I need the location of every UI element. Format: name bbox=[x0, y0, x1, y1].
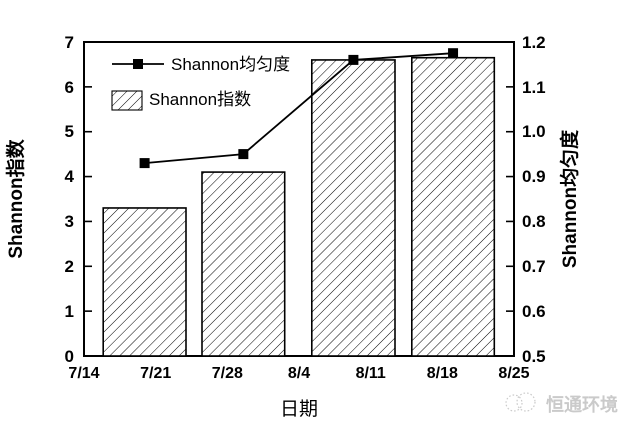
svg-text:0: 0 bbox=[65, 347, 74, 366]
svg-text:2: 2 bbox=[65, 257, 74, 276]
svg-text:7/28: 7/28 bbox=[212, 365, 243, 382]
svg-text:0.8: 0.8 bbox=[522, 212, 546, 231]
svg-text:4: 4 bbox=[65, 167, 75, 186]
svg-text:Shannon指数: Shannon指数 bbox=[4, 138, 27, 258]
svg-text:5: 5 bbox=[65, 122, 74, 141]
svg-text:0.6: 0.6 bbox=[522, 302, 546, 321]
svg-text:Shannon均匀度: Shannon均匀度 bbox=[171, 55, 290, 74]
svg-text:0.7: 0.7 bbox=[522, 257, 546, 276]
svg-text:1.1: 1.1 bbox=[522, 78, 546, 97]
svg-text:6: 6 bbox=[65, 78, 74, 97]
svg-text:7: 7 bbox=[65, 33, 74, 52]
svg-text:3: 3 bbox=[65, 212, 74, 231]
svg-text:8/18: 8/18 bbox=[427, 365, 458, 382]
svg-text:Shannon指数: Shannon指数 bbox=[149, 90, 251, 109]
svg-text:1.0: 1.0 bbox=[522, 122, 546, 141]
svg-text:0.9: 0.9 bbox=[522, 167, 546, 186]
svg-text:Shannon均匀度: Shannon均匀度 bbox=[558, 129, 581, 268]
svg-text:7/21: 7/21 bbox=[140, 365, 171, 382]
svg-text:8/11: 8/11 bbox=[356, 365, 386, 382]
svg-text:日期: 日期 bbox=[280, 398, 318, 420]
svg-text:恒通环境: 恒通环境 bbox=[546, 394, 618, 415]
svg-text:1.2: 1.2 bbox=[522, 33, 546, 52]
svg-text:8/25: 8/25 bbox=[498, 365, 529, 382]
svg-text:7/14: 7/14 bbox=[68, 365, 99, 382]
svg-text:1: 1 bbox=[65, 302, 74, 321]
svg-text:8/4: 8/4 bbox=[288, 365, 310, 382]
svg-text:0.5: 0.5 bbox=[522, 347, 546, 366]
